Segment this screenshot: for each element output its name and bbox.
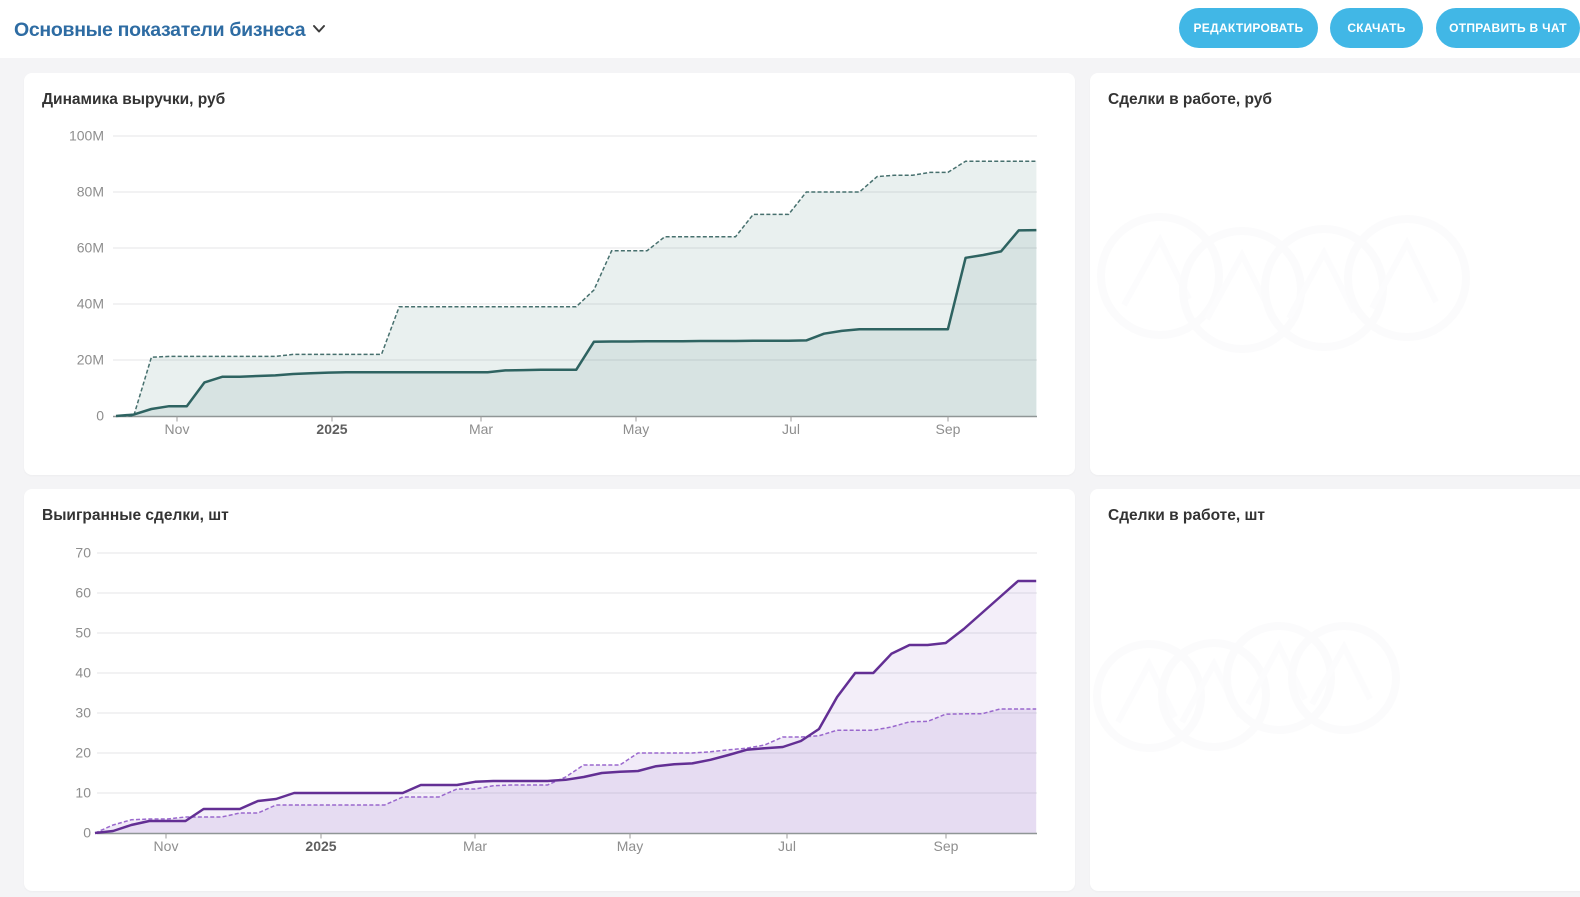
svg-text:2025: 2025 (305, 838, 336, 854)
svg-text:60: 60 (75, 585, 91, 601)
svg-text:70: 70 (75, 545, 91, 561)
svg-text:Jul: Jul (778, 838, 796, 854)
svg-text:20M: 20M (77, 352, 104, 368)
svg-text:Nov: Nov (165, 421, 190, 437)
svg-text:0: 0 (96, 408, 104, 424)
svg-text:10: 10 (75, 785, 91, 801)
svg-text:40M: 40M (77, 296, 104, 312)
svg-text:May: May (623, 421, 649, 437)
svg-text:Mar: Mar (469, 421, 493, 437)
svg-text:Mar: Mar (463, 838, 487, 854)
svg-text:50: 50 (75, 625, 91, 641)
svg-text:May: May (617, 838, 643, 854)
svg-text:30: 30 (75, 705, 91, 721)
svg-text:0: 0 (83, 825, 91, 841)
svg-text:Nov: Nov (154, 838, 179, 854)
svg-text:20: 20 (75, 745, 91, 761)
svg-text:60M: 60M (77, 240, 104, 256)
svg-text:Sep: Sep (936, 421, 961, 437)
svg-text:100M: 100M (69, 128, 104, 144)
svg-text:2025: 2025 (316, 421, 347, 437)
svg-text:40: 40 (75, 665, 91, 681)
svg-text:Sep: Sep (934, 838, 959, 854)
svg-text:80M: 80M (77, 184, 104, 200)
svg-text:Jul: Jul (782, 421, 800, 437)
